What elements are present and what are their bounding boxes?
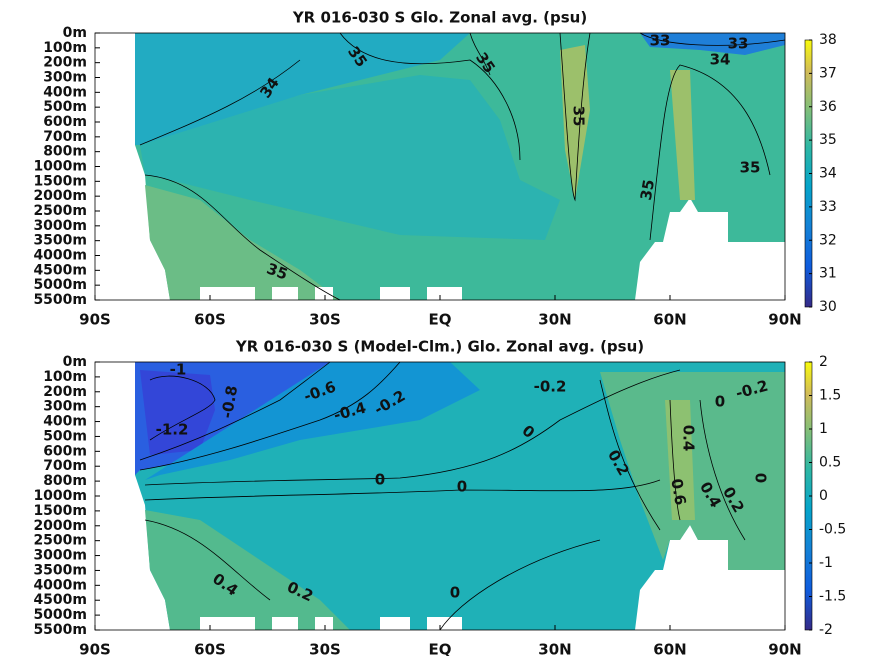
contour-label: 0 xyxy=(457,478,467,496)
x-tick-label: EQ xyxy=(429,641,452,656)
contour-label: -1.2 xyxy=(156,421,189,439)
y-tick-label: 300m xyxy=(43,399,87,415)
contour-label: 33 xyxy=(650,32,671,50)
x-tick-label: 30N xyxy=(538,641,571,656)
y-tick-label: 0m xyxy=(63,25,87,41)
x-tick-label: 90N xyxy=(768,641,801,656)
colorbar-tick-label: 0.5 xyxy=(819,455,841,471)
x-tick-label: 30N xyxy=(538,311,571,329)
y-tick-label: 2000m xyxy=(33,188,87,204)
y-tick-label: 3000m xyxy=(33,218,87,234)
colorbar-tick-label: 30 xyxy=(819,299,837,315)
contour-label: 34 xyxy=(710,51,731,69)
y-tick-label: 700m xyxy=(43,458,87,474)
contour-label: 0 xyxy=(715,393,725,411)
colorbar-tick-label: 34 xyxy=(819,166,837,182)
y-tick-label: 1000m xyxy=(33,488,87,504)
y-tick-label: 2500m xyxy=(33,203,87,219)
y-tick-label: 200m xyxy=(43,384,87,400)
contour-label: 0.6 xyxy=(667,477,689,506)
colorbar-tick-label: 0 xyxy=(819,488,828,504)
colorbar-tick-label: 35 xyxy=(819,132,837,148)
contour-label: -0.8 xyxy=(218,384,241,419)
y-tick-label: 4000m xyxy=(33,248,87,264)
y-tick-label: 2000m xyxy=(33,518,87,534)
y-tick-label: 100m xyxy=(43,369,87,385)
x-tick-label: 90S xyxy=(79,641,111,656)
y-tick-label: 400m xyxy=(43,84,87,100)
contour-label: -1 xyxy=(170,361,187,379)
y-tick-label: 800m xyxy=(43,473,87,489)
x-tick-label: 60N xyxy=(653,641,686,656)
contour-label: 0 xyxy=(752,473,770,483)
y-tick-label: 3000m xyxy=(33,548,87,564)
y-tick-label: 200m xyxy=(43,55,87,71)
x-tick-label: 90S xyxy=(79,311,111,329)
colorbar-tick-label: -1.5 xyxy=(819,589,846,605)
y-tick-label: 5000m xyxy=(33,607,87,623)
y-tick-label: 1500m xyxy=(33,173,87,189)
y-tick-label: 4000m xyxy=(33,577,87,593)
contour-label: 35 xyxy=(637,178,658,202)
y-tick-label: 4500m xyxy=(33,592,87,608)
x-tick-label: 60N xyxy=(653,311,686,329)
colorbar-tick-label: 32 xyxy=(819,232,837,248)
y-tick-label: 400m xyxy=(43,414,87,430)
y-tick-label: 5000m xyxy=(33,277,87,293)
chart-title: YR 016-030 S Glo. Zonal avg. (psu) xyxy=(292,9,587,27)
x-tick-label: 60S xyxy=(194,311,226,329)
x-tick-label: 90N xyxy=(768,311,801,329)
y-tick-label: 3500m xyxy=(33,562,87,578)
y-tick-label: 0m xyxy=(63,354,87,370)
y-tick-label: 100m xyxy=(43,40,87,56)
x-tick-label: 30S xyxy=(309,641,341,656)
y-tick-label: 1500m xyxy=(33,503,87,519)
colorbar-tick-label: -0.5 xyxy=(819,522,846,538)
field-2 xyxy=(135,361,785,631)
y-tick-label: 300m xyxy=(43,70,87,86)
colorbar-tick-label: -2 xyxy=(819,622,833,638)
colorbar-tick-label: 36 xyxy=(819,99,837,115)
y-tick-label: 3500m xyxy=(33,233,87,249)
field-1 xyxy=(135,32,786,301)
colorbar-tick-label: 31 xyxy=(819,266,837,282)
contour-label: -0.2 xyxy=(534,378,567,396)
colorbar-tick-label: 1 xyxy=(819,421,828,437)
x-tick-label: 60S xyxy=(194,641,226,656)
y-tick-label: 5500m xyxy=(33,292,87,308)
y-tick-label: 500m xyxy=(43,428,87,444)
y-tick-label: 600m xyxy=(43,443,87,459)
y-tick-label: 4500m xyxy=(33,262,87,278)
colorbar-tick-label: 38 xyxy=(819,32,837,48)
contour-label: 0 xyxy=(450,584,460,602)
contour-label: 0 xyxy=(375,471,385,489)
colorbar-tick-label: 2 xyxy=(819,354,828,370)
y-tick-label: 600m xyxy=(43,114,87,130)
x-tick-label: EQ xyxy=(429,311,452,329)
y-tick-label: 5500m xyxy=(33,622,87,638)
y-tick-label: 500m xyxy=(43,99,87,115)
colorbar-tick-label: 33 xyxy=(819,199,837,215)
colorbar-tick-label: 37 xyxy=(819,65,837,81)
y-tick-label: 700m xyxy=(43,129,87,145)
y-tick-label: 800m xyxy=(43,144,87,160)
chart-title: YR 016-030 S (Model-Clm.) Glo. Zonal avg… xyxy=(235,338,644,356)
contour-label: 35 xyxy=(740,159,761,177)
x-tick-label: 30S xyxy=(309,311,341,329)
contour-label: 35 xyxy=(570,106,588,127)
colorbar-tick-label: -1 xyxy=(819,555,833,571)
contour-label: 33 xyxy=(728,35,749,53)
contour-label: 0.4 xyxy=(680,425,698,452)
colorbar-tick-label: 1.5 xyxy=(819,388,841,404)
y-tick-label: 1000m xyxy=(33,159,87,175)
y-tick-label: 2500m xyxy=(33,533,87,549)
